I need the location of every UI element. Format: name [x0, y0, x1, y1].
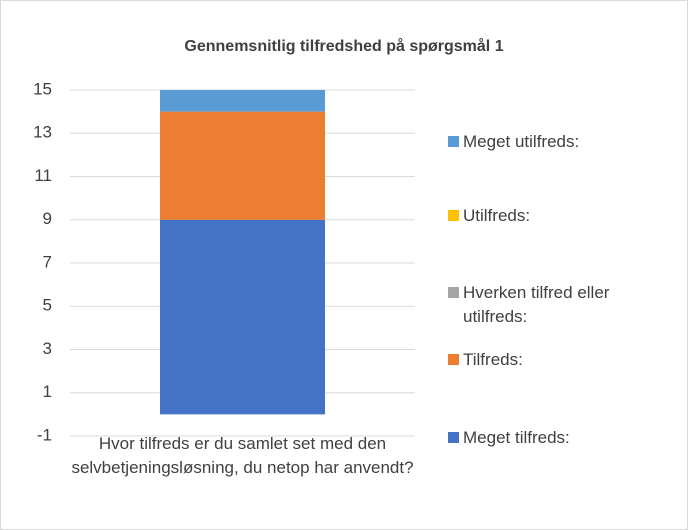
legend-swatch: [448, 287, 459, 298]
legend-item: Hverken tilfred eller utilfreds:: [448, 281, 658, 329]
y-tick-label: 15: [33, 79, 52, 98]
legend-label: Meget utilfreds:: [463, 132, 580, 151]
x-tick-label: Hvor tilfreds er du samlet set med den s…: [71, 434, 414, 477]
y-tick-label: -1: [37, 425, 52, 444]
legend-swatch: [448, 354, 459, 365]
y-tick-label: 9: [43, 209, 52, 228]
legend-item: Meget utilfreds:: [448, 130, 658, 154]
y-tick-label: 13: [33, 123, 52, 142]
legend-label: Hverken tilfred eller utilfreds:: [463, 283, 610, 326]
bar-segment: [160, 90, 325, 112]
legend-item: Meget tilfreds:: [448, 426, 658, 450]
legend-item: Tilfreds:: [448, 348, 658, 372]
chart-title: Gennemsnitlig tilfredshed på spørgsmål 1: [184, 37, 503, 55]
y-tick-label: 11: [34, 166, 52, 185]
legend-label: Utilfreds:: [463, 206, 531, 225]
legend-label: Tilfreds:: [463, 350, 523, 369]
y-tick-label: 7: [43, 252, 52, 271]
y-tick-label: 3: [43, 339, 52, 358]
bar-segment: [160, 111, 325, 220]
legend-swatch: [448, 210, 459, 221]
legend-swatch: [448, 136, 459, 147]
legend-swatch: [448, 432, 459, 443]
y-tick-label: 1: [43, 382, 52, 401]
legend-item: Utilfreds:: [448, 204, 658, 228]
legend-label: Meget tilfreds:: [463, 428, 570, 447]
y-tick-label: 5: [43, 296, 52, 315]
bar-segment: [160, 219, 325, 415]
